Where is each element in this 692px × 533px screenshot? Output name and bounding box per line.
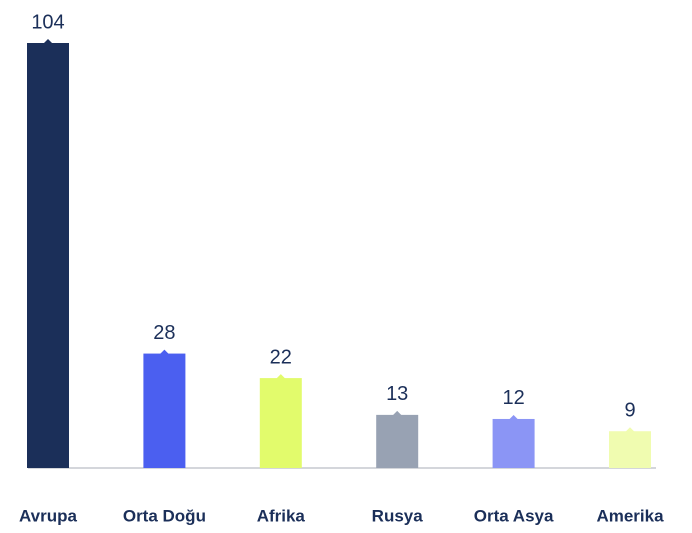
bar-notch	[43, 39, 53, 44]
value-label: 12	[502, 387, 524, 409]
bar	[609, 431, 651, 468]
bar-notch	[159, 349, 170, 355]
value-label: 22	[270, 346, 292, 368]
value-label: 28	[153, 322, 175, 344]
x-tick-label: Avrupa	[19, 506, 77, 525]
x-tick-label: Orta Asya	[474, 506, 554, 525]
value-label: 104	[31, 11, 64, 33]
value-label: 13	[386, 383, 408, 405]
x-tick-label: Orta Doğu	[123, 506, 206, 525]
x-tick-label: Amerika	[596, 506, 664, 525]
x-tick-label: Rusya	[372, 506, 424, 525]
bar-notch	[625, 427, 635, 433]
value-label: 9	[624, 400, 635, 422]
bar	[492, 418, 535, 468]
bar-notch	[392, 410, 403, 416]
bar-notch	[275, 374, 286, 380]
bar	[259, 378, 302, 468]
x-tick-label: Afrika	[257, 506, 306, 525]
bar-notch	[508, 414, 519, 420]
bar	[143, 353, 186, 468]
bar	[376, 414, 419, 468]
bar	[27, 43, 69, 468]
